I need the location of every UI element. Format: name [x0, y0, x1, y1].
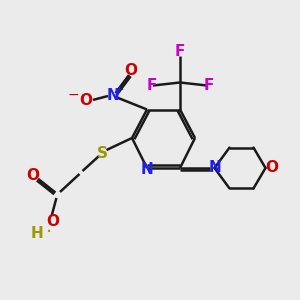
- Text: O: O: [26, 168, 40, 183]
- Text: O: O: [46, 214, 59, 230]
- Text: O: O: [79, 93, 92, 108]
- Text: O: O: [265, 160, 278, 175]
- Text: N: N: [208, 160, 221, 175]
- Text: F: F: [203, 78, 214, 93]
- Text: S: S: [97, 146, 107, 160]
- Text: F: F: [175, 44, 185, 59]
- Text: F: F: [146, 78, 157, 93]
- Text: ·: ·: [46, 223, 52, 242]
- Text: N: N: [106, 88, 119, 104]
- Text: O: O: [124, 63, 137, 78]
- Text: N: N: [141, 162, 153, 177]
- Text: H: H: [31, 226, 44, 242]
- Text: +: +: [114, 85, 124, 95]
- Text: −: −: [68, 88, 79, 101]
